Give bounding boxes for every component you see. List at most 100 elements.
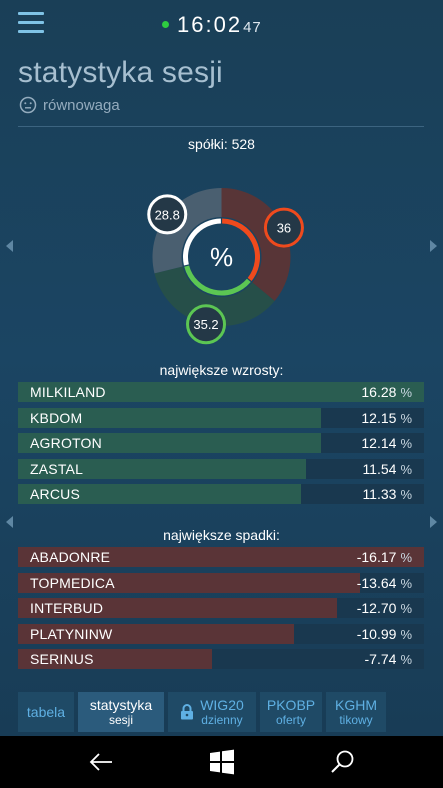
windows-logo-icon[interactable] — [207, 748, 237, 776]
bar-fill — [18, 598, 337, 618]
tab-sublabel: tikowy — [339, 713, 373, 727]
tab-sublabel: sesji — [108, 713, 133, 727]
tab-kghm-tikowy[interactable]: KGHM tikowy — [326, 692, 386, 732]
donut-badge-flat: 28.8 — [147, 194, 188, 235]
bar-fill — [18, 458, 306, 479]
donut-badge-up: 35.2 — [186, 304, 227, 345]
hamburger-icon[interactable] — [18, 12, 44, 34]
donut-inner-flat — [183, 218, 222, 266]
tab-label: WIG20 — [200, 697, 244, 713]
losers-row-interbud[interactable]: INTERBUD -12.70% — [18, 598, 424, 618]
tab-tabela[interactable]: tabela — [18, 692, 74, 732]
losers-row-serinus[interactable]: SERINUS -7.74% — [18, 649, 424, 669]
lock-icon — [181, 704, 194, 720]
donut-badges: 36 35.2 28.8 — [147, 194, 304, 345]
stock-change: -16.17% — [357, 549, 412, 565]
donut-inner-up — [184, 265, 251, 296]
neutral-face-icon — [19, 96, 37, 114]
stock-name: TOPMEDICA — [30, 574, 115, 591]
losers-row-platyninw[interactable]: PLATYNINW -10.99% — [18, 623, 424, 644]
percent-sign: % — [400, 385, 412, 400]
stock-name: ABADONRE — [30, 549, 111, 565]
tab-statystyka-sesji[interactable]: statystyka sesji — [78, 692, 164, 732]
donut-outer-up — [154, 266, 275, 326]
percent-sign: % — [400, 461, 412, 477]
companies-count: spółki: 528 — [188, 136, 255, 152]
gainers-row-zastal[interactable]: ZASTAL 11.54% — [18, 458, 424, 479]
donut-badge-value: 36 — [277, 221, 291, 236]
clock-hours-minutes: 16:02 — [177, 12, 243, 37]
gainers-row-arcus[interactable]: ARCUS 11.33% — [18, 484, 424, 504]
stock-name: ZASTAL — [30, 460, 84, 477]
bar-fill — [18, 649, 213, 669]
donut-badge-value: 35.2 — [193, 317, 218, 332]
next-list-arrow-icon[interactable] — [430, 516, 437, 528]
stock-change-value: 11.33 — [362, 486, 397, 502]
bar-fill — [18, 484, 301, 504]
page-title: statystyka sesji — [18, 56, 223, 89]
bar-fill — [18, 433, 321, 453]
donut-inner-down — [221, 218, 260, 282]
stock-change-value: 11.54 — [362, 460, 397, 477]
donut-outer-flat — [152, 188, 222, 274]
search-icon[interactable] — [328, 748, 358, 776]
prev-list-arrow-icon[interactable] — [6, 516, 13, 528]
gainers-row-milkiland[interactable]: MILKILAND 16.28% — [18, 382, 424, 402]
donut-inner-ring — [183, 218, 260, 296]
percent-sign: % — [400, 410, 412, 426]
stock-change: -12.70% — [357, 600, 412, 616]
percent-sign: % — [400, 487, 412, 502]
bar-fill — [18, 547, 424, 567]
losers-list: ABADONRE -16.17% TOPMEDICA -13.64% INTERBUD -… — [18, 547, 424, 675]
stock-change-value: 16.28 — [361, 384, 397, 400]
percent-sign: % — [400, 550, 412, 565]
percent-sign: % — [400, 626, 412, 642]
gainers-row-kbdom[interactable]: KBDOM 12.15% — [18, 407, 424, 428]
stock-change: -7.74% — [365, 651, 412, 667]
session-donut-chart: % 36 35.2 28.8 — [147, 188, 304, 345]
donut-center-label: % — [210, 242, 233, 272]
live-status-dot — [162, 21, 169, 28]
tab-label: PKOBP — [266, 697, 316, 713]
percent-sign: % — [400, 575, 412, 591]
next-page-arrow-icon[interactable] — [430, 240, 437, 252]
donut-badge-value: 28.8 — [155, 207, 180, 222]
system-navigation-bar — [0, 736, 443, 788]
session-clock: 16:02 47 — [162, 12, 262, 38]
stock-change: 11.33% — [362, 486, 412, 502]
stock-name: MILKILAND — [30, 384, 106, 400]
back-arrow-icon[interactable] — [86, 748, 116, 776]
stock-change-value: -10.99 — [356, 625, 397, 642]
stock-name: AGROTON — [30, 435, 102, 451]
stock-change-value: -16.17 — [356, 549, 397, 565]
bottom-tabs: tabela statystyka sesji WIG20 dzienny PK… — [18, 692, 390, 732]
bar-fill — [18, 382, 424, 402]
stock-change: 12.14% — [361, 435, 412, 451]
stock-change: 11.54% — [362, 461, 412, 477]
stock-change-value: -13.64 — [356, 574, 397, 591]
tab-label: KGHM — [335, 697, 377, 713]
bar-fill — [18, 407, 321, 428]
tab-pkobp-oferty[interactable]: PKOBP oferty — [260, 692, 322, 732]
stock-change-value: -7.74 — [364, 651, 397, 667]
losers-label: największe spadki: — [163, 527, 280, 543]
tab-sublabel: dzienny — [201, 713, 243, 727]
gainers-label: największe wzrosty: — [159, 362, 284, 378]
stock-change-value: 12.14 — [361, 435, 397, 451]
prev-page-arrow-icon[interactable] — [6, 240, 13, 252]
stock-change: -13.64% — [357, 575, 412, 591]
gainers-row-agroton[interactable]: AGROTON 12.14% — [18, 433, 424, 453]
losers-row-topmedica[interactable]: TOPMEDICA -13.64% — [18, 572, 424, 593]
tab-label: tabela — [26, 704, 66, 720]
percent-sign: % — [400, 436, 412, 451]
stock-name: SERINUS — [30, 651, 94, 667]
losers-row-abadonre[interactable]: ABADONRE -16.17% — [18, 547, 424, 567]
tab-wig20-dzienny[interactable]: WIG20 dzienny — [168, 692, 256, 732]
top-bar: 16:02 47 — [0, 0, 443, 52]
bar-fill — [18, 572, 361, 593]
stock-change: 12.15% — [361, 410, 412, 426]
stock-name: INTERBUD — [30, 600, 104, 616]
gainers-list: MILKILAND 16.28% KBDOM 12.15% AGROTON 12.14% Z… — [18, 382, 424, 510]
clock-seconds: 47 — [243, 19, 262, 36]
donut-badge-down: 36 — [263, 207, 304, 248]
